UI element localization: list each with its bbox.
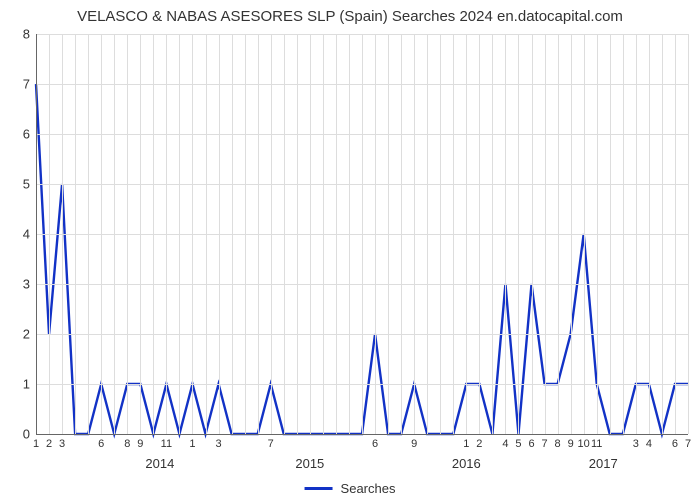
gridline-v — [140, 34, 141, 434]
gridline-v — [414, 34, 415, 434]
x-axis — [36, 434, 688, 435]
gridline-v — [649, 34, 650, 434]
x-tick-label: 6 — [672, 438, 678, 450]
x-tick-label: 3 — [215, 438, 221, 450]
legend-label: Searches — [341, 481, 396, 496]
x-tick-label: 11 — [591, 438, 602, 450]
x-tick-label: 6 — [528, 438, 534, 450]
gridline-v — [610, 34, 611, 434]
y-tick-label: 2 — [23, 327, 30, 342]
gridline-v — [440, 34, 441, 434]
gridline-v — [362, 34, 363, 434]
gridline-v — [49, 34, 50, 434]
gridline-v — [179, 34, 180, 434]
gridline-v — [401, 34, 402, 434]
legend: Searches — [305, 481, 396, 496]
y-tick-label: 8 — [23, 27, 30, 42]
x-tick-label: 4 — [646, 438, 652, 450]
gridline-v — [88, 34, 89, 434]
line-chart: VELASCO & NABAS ASESORES SLP (Spain) Sea… — [0, 0, 700, 500]
x-tick-label: 7 — [268, 438, 274, 450]
x-tick-label: 11 — [161, 438, 172, 450]
gridline-v — [388, 34, 389, 434]
x-tick-label: 2 — [476, 438, 482, 450]
gridline-v — [675, 34, 676, 434]
plot-area: 0123456781236891113769124567891011346720… — [36, 34, 688, 434]
gridline-v — [101, 34, 102, 434]
gridline-v — [271, 34, 272, 434]
x-tick-label: 6 — [372, 438, 378, 450]
gridline-v — [310, 34, 311, 434]
x-tick-label: 7 — [685, 438, 691, 450]
gridline-v — [623, 34, 624, 434]
gridline-v — [153, 34, 154, 434]
gridline-v — [571, 34, 572, 434]
gridline-v — [297, 34, 298, 434]
gridline-v — [284, 34, 285, 434]
gridline-v — [518, 34, 519, 434]
x-tick-label: 1 — [33, 438, 39, 450]
gridline-v — [492, 34, 493, 434]
gridline-v — [323, 34, 324, 434]
gridline-v — [166, 34, 167, 434]
gridline-v — [532, 34, 533, 434]
legend-swatch — [305, 487, 333, 490]
gridline-v — [127, 34, 128, 434]
y-tick-label: 0 — [23, 427, 30, 442]
gridline-v — [427, 34, 428, 434]
gridline-v — [336, 34, 337, 434]
gridline-v — [584, 34, 585, 434]
gridline-v — [62, 34, 63, 434]
x-tick-label: 8 — [124, 438, 130, 450]
x-tick-label: 3 — [59, 438, 65, 450]
x-tick-label: 8 — [555, 438, 561, 450]
gridline-v — [375, 34, 376, 434]
y-tick-label: 3 — [23, 277, 30, 292]
gridline-v — [558, 34, 559, 434]
x-tick-label: 1 — [189, 438, 195, 450]
gridline-v — [192, 34, 193, 434]
x-year-label: 2014 — [145, 456, 174, 471]
gridline-v — [114, 34, 115, 434]
gridline-v — [597, 34, 598, 434]
y-tick-label: 4 — [23, 227, 30, 242]
gridline-v — [636, 34, 637, 434]
x-tick-label: 5 — [515, 438, 521, 450]
x-tick-label: 9 — [568, 438, 574, 450]
x-tick-label: 10 — [578, 438, 590, 450]
gridline-v — [219, 34, 220, 434]
gridline-v — [479, 34, 480, 434]
gridline-v — [258, 34, 259, 434]
x-tick-label: 1 — [463, 438, 469, 450]
y-axis — [36, 34, 37, 434]
gridline-v — [545, 34, 546, 434]
gridline-v — [453, 34, 454, 434]
y-tick-label: 6 — [23, 127, 30, 142]
x-tick-label: 7 — [541, 438, 547, 450]
y-tick-label: 5 — [23, 177, 30, 192]
x-year-label: 2015 — [295, 456, 324, 471]
gridline-v — [688, 34, 689, 434]
x-year-label: 2017 — [589, 456, 618, 471]
y-tick-label: 1 — [23, 377, 30, 392]
gridline-v — [75, 34, 76, 434]
x-tick-label: 6 — [98, 438, 104, 450]
y-tick-label: 7 — [23, 77, 30, 92]
gridline-v — [232, 34, 233, 434]
chart-title: VELASCO & NABAS ASESORES SLP (Spain) Sea… — [0, 8, 700, 25]
gridline-v — [466, 34, 467, 434]
x-tick-label: 9 — [137, 438, 143, 450]
x-tick-label: 9 — [411, 438, 417, 450]
x-year-label: 2016 — [452, 456, 481, 471]
gridline-v — [662, 34, 663, 434]
gridline-v — [245, 34, 246, 434]
x-tick-label: 3 — [633, 438, 639, 450]
gridline-v — [206, 34, 207, 434]
x-tick-label: 2 — [46, 438, 52, 450]
gridline-v — [505, 34, 506, 434]
x-tick-label: 4 — [502, 438, 508, 450]
gridline-v — [349, 34, 350, 434]
